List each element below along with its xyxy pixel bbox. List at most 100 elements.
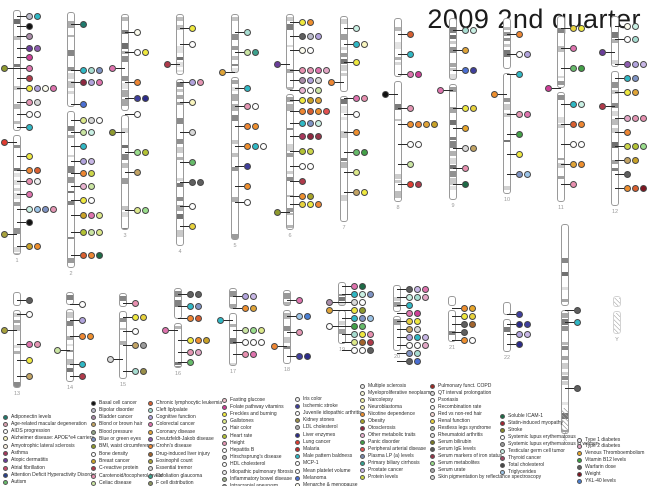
legend-color-dot [295,403,300,409]
chromosome-band [450,141,456,149]
legend-color-dot [360,383,365,389]
chromosome-label-20: 20 [393,354,401,360]
trait-dot [326,322,333,330]
chromosome-band [562,272,568,277]
trait-dot [79,316,86,324]
chromosome-band [232,153,238,157]
legend-item-label: Colorectal cancer [156,421,195,428]
legend-color-dot [500,441,505,447]
trait-dot [134,94,141,102]
chromosome-band [14,120,20,124]
chromosome-band [612,110,618,117]
legend-item-label: Adiponectin levels [11,413,52,420]
chromosome-band [68,81,74,88]
trait-dot [96,211,103,219]
trait-dot [422,341,429,349]
legend-item-label: Lung cancer [303,438,331,445]
trait-dot [34,205,41,213]
legend-item-label: Asthma [11,450,28,456]
chromosome-label-2: 2 [69,271,73,277]
trait-dot [359,322,366,330]
chromosome-14-q-arm [66,309,74,382]
trait-connector-line [17,222,26,223]
trait-dot [353,128,360,136]
trait-dot [524,50,531,58]
trait-dot [570,120,577,128]
legend-item-label: Testicular germ cell tumor [508,448,565,454]
legend-item-label: Serum markers of iron status [438,452,503,459]
chromosome-band [68,50,74,57]
chromosome-label-5: 5 [233,243,237,249]
chromosome-11-p-arm [557,16,565,88]
legend-color-dot [222,426,227,432]
trait-dot [578,160,585,168]
chromosome-band [177,197,183,202]
trait-dot [274,60,281,68]
trait-connector-line [453,128,462,129]
legend-item-label: Bone density [99,450,128,457]
trait-connector-line [453,148,462,149]
trait-connector-line [344,132,353,133]
legend-item-label: LDL cholesterol [303,424,338,431]
trait-connector-line [17,57,26,58]
legend-item-label: Celiac disease [99,479,132,486]
legend-item-label: Serum urate [438,466,466,473]
trait-dot [88,196,95,204]
trait-dot [359,314,366,322]
trait-dot [470,144,477,152]
legend-color-dot [91,415,96,421]
legend-item-label: Warfarin dose [585,464,616,471]
legend-color-dot [577,472,582,477]
chromosome-band [395,42,401,49]
trait-connector-line [397,289,406,290]
trait-dot [42,205,49,213]
trait-connector-line [116,68,125,69]
legend-color-dot [3,480,8,486]
trait-dot [353,94,360,102]
chromosome-21-q-arm [448,310,456,342]
trait-dot [299,18,306,26]
trait-connector-line [344,152,353,153]
trait-connector-line [398,54,407,55]
trait-dot [414,309,421,317]
trait-dot [80,100,87,108]
trait-connector-line [70,376,79,377]
trait-connector-line [70,320,79,321]
trait-dot [26,310,33,318]
legend-item-label: Narcolepsy [368,396,394,403]
trait-dot [80,251,87,259]
trait-connector-line [561,48,570,49]
chromosome-band [450,171,456,178]
trait-dot [545,84,552,92]
chromosome-band [341,117,347,121]
trait-connector-line [615,39,624,40]
trait-connector-line [71,232,80,233]
trait-dot [189,98,196,106]
trait-connector-line [342,318,351,319]
trait-connector-line [17,102,26,103]
legend-color-dot [148,451,153,457]
chromosome-band [175,326,181,329]
legend-item-label: Recombination rate [438,403,482,410]
trait-connector-line [398,144,407,145]
trait-connector-line [397,361,406,362]
chromosome-band [230,303,236,308]
trait-dot [407,30,414,38]
trait-connector-line [235,146,244,147]
trait-dot [469,336,476,344]
trait-connector-line [180,82,189,83]
legend-item-label: Heart rate [230,432,253,439]
trait-dot [299,32,306,40]
chromosome-band [612,127,618,133]
trait-dot [195,336,202,344]
trait-dot [296,296,303,304]
legend-color-dot [91,437,96,442]
trait-dot [578,24,585,32]
trait-connector-line [344,28,353,29]
chromosome-band [68,90,74,94]
trait-connector-line [17,344,26,345]
trait-dot [187,290,194,298]
trait-connector-line [180,206,189,207]
legend-item-label: Atopic dermatitis [11,457,48,464]
legend-item-label: Blood pressure [99,428,133,435]
